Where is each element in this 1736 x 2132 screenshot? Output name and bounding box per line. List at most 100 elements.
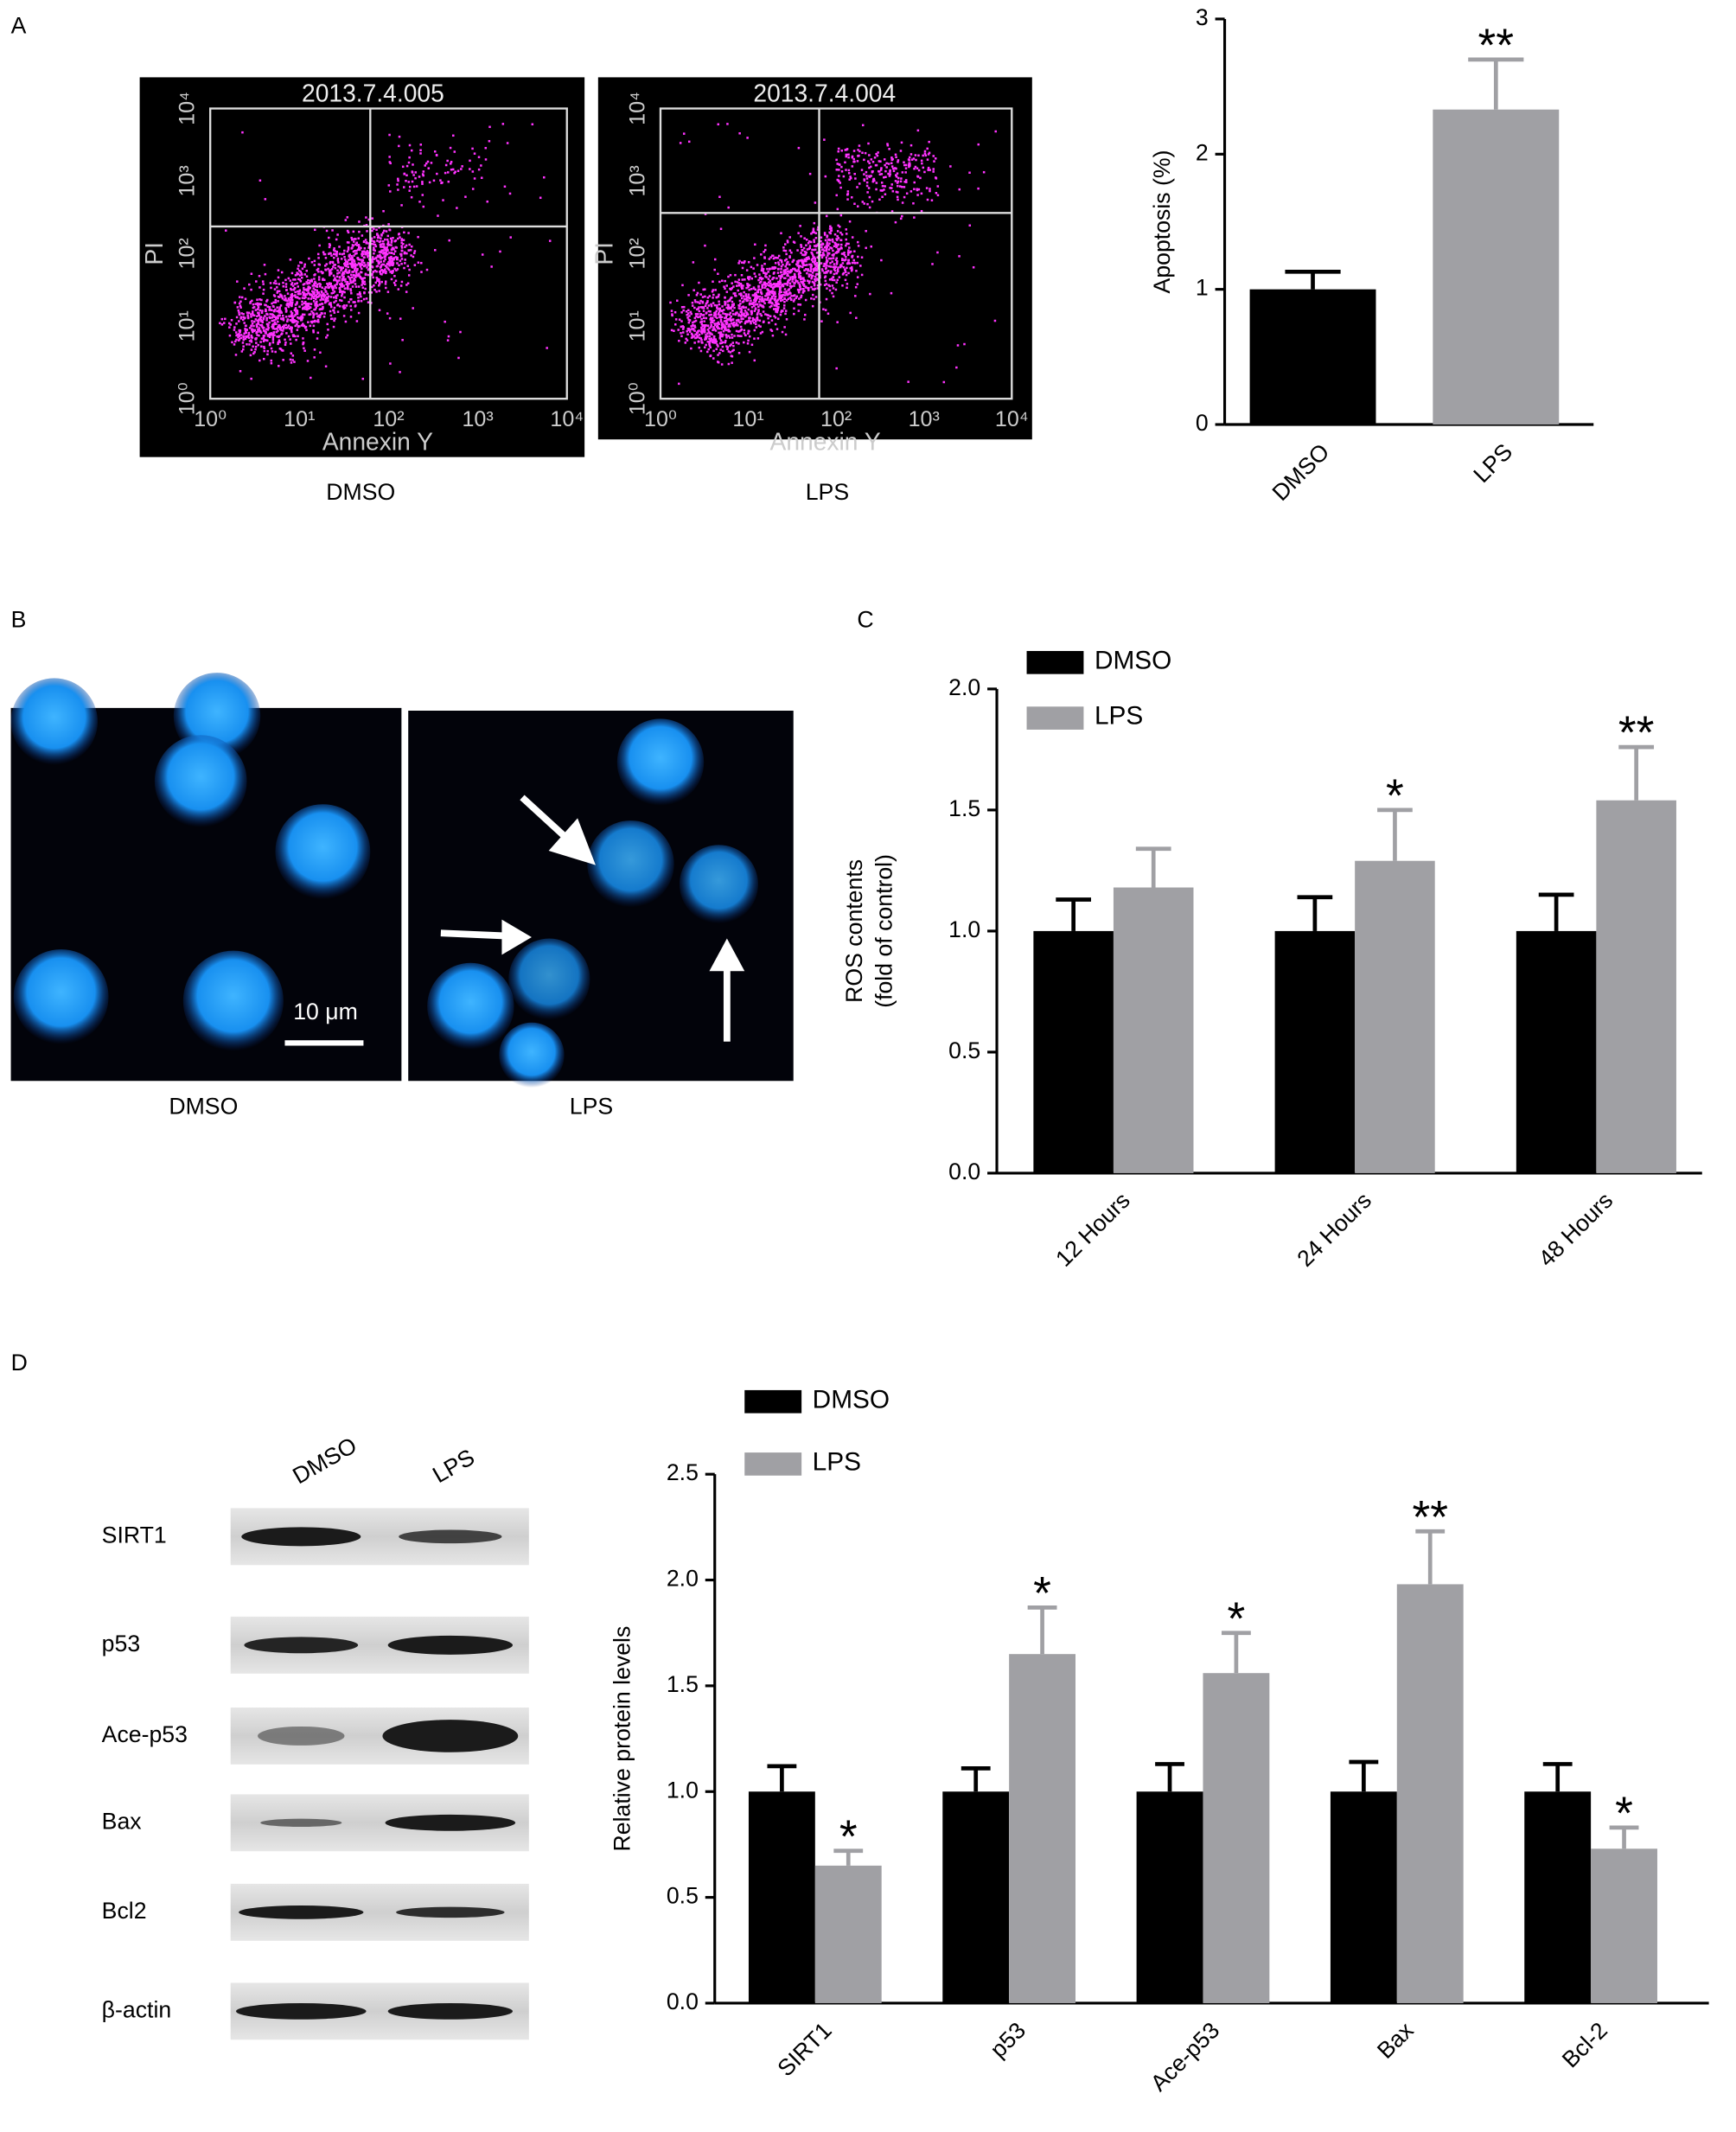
dot: [777, 303, 780, 306]
dot: [719, 316, 722, 319]
dot: [244, 316, 246, 319]
dot: [687, 321, 691, 324]
dot: [277, 290, 280, 293]
dot: [403, 252, 406, 255]
dot: [390, 278, 393, 281]
dot: [297, 316, 299, 319]
dot: [345, 283, 348, 286]
dot: [921, 162, 923, 165]
dot: [784, 249, 788, 252]
dot: [361, 260, 363, 264]
dot: [772, 277, 775, 279]
dot: [717, 295, 720, 298]
dot: [379, 243, 382, 246]
dot: [403, 266, 405, 270]
dot: [238, 335, 241, 337]
dot: [449, 146, 452, 150]
dot: [250, 341, 253, 343]
dot: [819, 251, 822, 253]
dot: [400, 204, 403, 207]
dot: [852, 150, 856, 152]
dot: [922, 166, 925, 169]
dot: [729, 287, 731, 290]
dot: [366, 230, 368, 233]
dot: [282, 327, 285, 330]
dot: [770, 319, 774, 322]
dot: [379, 250, 382, 253]
dot: [270, 332, 272, 335]
dot: [808, 172, 812, 176]
x-tick-label: 10¹: [284, 407, 315, 431]
dot: [780, 265, 783, 268]
dot: [310, 320, 313, 323]
dot: [339, 283, 341, 285]
dot: [813, 240, 816, 244]
dot: [224, 317, 227, 321]
dot: [361, 284, 363, 286]
dot: [705, 316, 708, 320]
dot: [780, 232, 782, 234]
dot: [724, 328, 727, 330]
dot: [913, 188, 916, 190]
dot: [763, 251, 765, 253]
dot: [703, 346, 706, 349]
dot: [222, 322, 226, 324]
dot: [344, 280, 347, 283]
dot: [715, 348, 718, 351]
y-axis-label: PI: [140, 242, 168, 265]
dot: [756, 290, 759, 292]
dot: [696, 331, 699, 334]
dot: [802, 278, 806, 282]
dot: [761, 286, 764, 289]
dot: [753, 298, 756, 302]
dot: [321, 294, 324, 297]
dot: [383, 256, 386, 259]
dot: [768, 299, 771, 303]
dot: [715, 340, 718, 343]
dot: [754, 303, 756, 306]
dot: [725, 284, 728, 287]
dot: [297, 278, 300, 281]
dot: [737, 352, 741, 354]
dot: [410, 254, 412, 257]
dot: [720, 316, 724, 319]
dot: [793, 307, 795, 310]
dot: [785, 283, 788, 285]
dot: [716, 322, 718, 325]
dot: [821, 248, 825, 251]
dot: [813, 297, 815, 301]
dot: [799, 288, 801, 290]
dot: [751, 303, 754, 305]
band: [387, 2002, 513, 2020]
dot: [695, 294, 699, 297]
dot: [693, 306, 696, 310]
dot: [302, 342, 305, 344]
dot: [348, 282, 350, 285]
dot: [788, 256, 791, 259]
dot: [268, 332, 271, 335]
dot: [719, 318, 723, 322]
dot: [826, 236, 828, 239]
dot: [300, 319, 303, 322]
band: [258, 1726, 345, 1746]
dot: [254, 348, 257, 351]
dot: [800, 280, 802, 284]
y-tick-label: 10²: [176, 238, 200, 269]
dot: [704, 338, 706, 341]
dot: [949, 165, 952, 168]
dot: [270, 347, 273, 350]
dot: [781, 275, 783, 278]
dot: [543, 176, 546, 179]
dot: [811, 248, 814, 252]
dot: [895, 176, 898, 178]
dot: [760, 278, 763, 281]
dot: [262, 327, 265, 329]
dot: [351, 256, 354, 259]
dot: [858, 182, 861, 185]
dot: [777, 261, 780, 264]
dot: [832, 287, 835, 290]
dot: [322, 295, 326, 298]
dot: [295, 338, 297, 342]
dot: [367, 290, 371, 294]
dot: [708, 344, 712, 348]
